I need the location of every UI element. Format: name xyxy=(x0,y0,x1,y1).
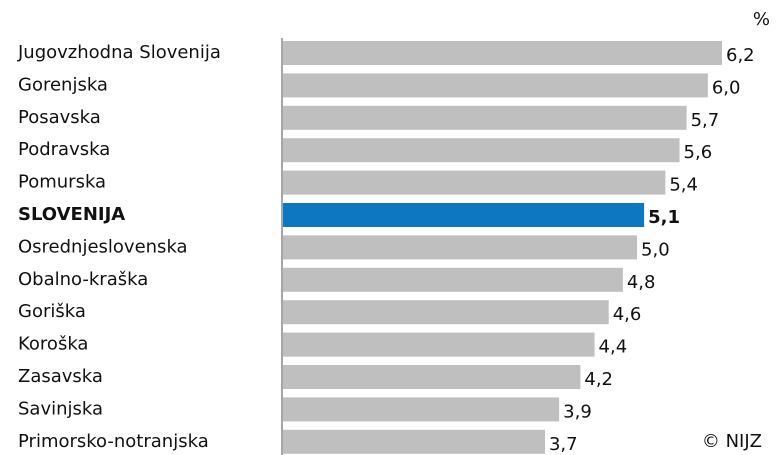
category-label: Pomurska xyxy=(18,172,106,193)
bar xyxy=(283,267,623,292)
category-label: Posavska xyxy=(18,107,101,128)
bar xyxy=(283,429,545,454)
category-label: Koroška xyxy=(18,334,88,355)
bar xyxy=(283,235,638,260)
value-label: 6,2 xyxy=(726,45,755,66)
value-label: 4,2 xyxy=(584,369,613,390)
category-label: Gorenjska xyxy=(18,74,108,95)
value-label: 4,4 xyxy=(599,337,628,358)
bar xyxy=(283,397,560,422)
value-label: 5,4 xyxy=(669,175,698,196)
bar xyxy=(283,300,609,325)
value-label: 5,1 xyxy=(648,207,680,228)
value-label: 5,6 xyxy=(684,142,713,163)
bar xyxy=(283,138,680,163)
value-label: 4,8 xyxy=(627,272,656,293)
category-label: SLOVENIJA xyxy=(18,204,125,225)
unit-label: % xyxy=(753,9,770,30)
bar xyxy=(283,203,645,227)
category-label: Primorsko-notranjska xyxy=(18,431,209,452)
value-label: 3,9 xyxy=(563,401,592,422)
bar xyxy=(283,73,708,98)
value-label: 6,0 xyxy=(712,77,741,98)
category-label: Savinjska xyxy=(18,398,103,419)
value-label: 3,7 xyxy=(549,434,578,455)
category-label: Osrednjeslovenska xyxy=(18,236,188,257)
category-label: Obalno-kraška xyxy=(18,269,148,290)
bar xyxy=(283,332,595,357)
bar xyxy=(283,365,581,389)
value-label: 5,7 xyxy=(691,110,720,131)
bar xyxy=(283,41,722,65)
category-label: Zasavska xyxy=(18,366,103,387)
source-label: © NIJZ xyxy=(702,431,762,452)
value-label: 4,6 xyxy=(613,304,642,325)
bar xyxy=(283,170,666,195)
category-label: Goriška xyxy=(18,301,86,322)
bar xyxy=(283,105,687,130)
value-label: 5,0 xyxy=(641,239,670,260)
category-label: Jugovzhodna Slovenija xyxy=(17,42,221,63)
category-label: Podravska xyxy=(18,139,110,160)
